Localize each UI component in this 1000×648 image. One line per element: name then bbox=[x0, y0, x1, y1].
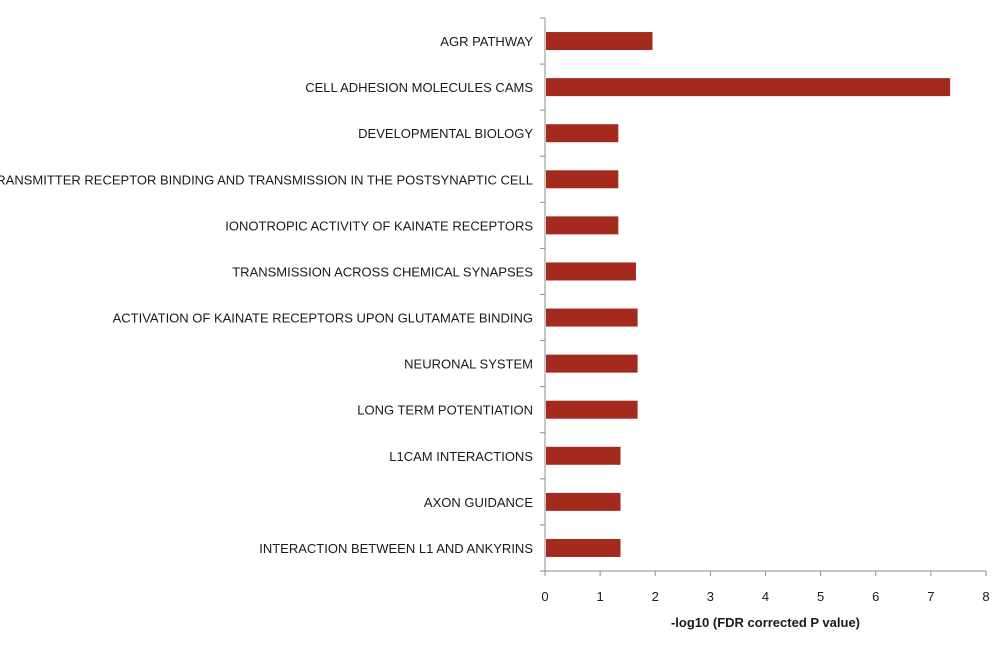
category-label: AGR PATHWAY bbox=[440, 34, 533, 49]
category-label: AXON GUIDANCE bbox=[424, 495, 533, 510]
category-label: NEUROTRANSMITTER RECEPTOR BINDING AND TR… bbox=[0, 172, 533, 187]
bar bbox=[546, 124, 619, 143]
axes bbox=[544, 18, 986, 572]
x-tick-label: 0 bbox=[541, 589, 548, 604]
x-tick-label: 2 bbox=[652, 589, 659, 604]
x-tick-label: 5 bbox=[817, 589, 824, 604]
category-label: DEVELOPMENTAL BIOLOGY bbox=[358, 126, 533, 141]
bars-group bbox=[546, 32, 951, 557]
bar bbox=[546, 216, 619, 235]
x-tick-label: 1 bbox=[597, 589, 604, 604]
x-tick-label: 3 bbox=[707, 589, 714, 604]
category-label: ACTIVATION OF KAINATE RECEPTORS UPON GLU… bbox=[113, 311, 533, 326]
bar bbox=[546, 446, 621, 465]
bar bbox=[546, 170, 619, 189]
category-label: CELL ADHESION MOLECULES CAMS bbox=[305, 80, 533, 95]
x-tick-label: 4 bbox=[762, 589, 769, 604]
x-tick-label: 8 bbox=[982, 589, 989, 604]
bar bbox=[546, 78, 951, 97]
category-label: IONOTROPIC ACTIVITY OF KAINATE RECEPTORS bbox=[225, 218, 533, 233]
bar bbox=[546, 492, 621, 511]
category-label: LONG TERM POTENTIATION bbox=[357, 403, 533, 418]
category-label: INTERACTION BETWEEN L1 AND ANKYRINS bbox=[259, 541, 533, 556]
x-tick-label: 7 bbox=[927, 589, 934, 604]
bar bbox=[546, 354, 638, 373]
category-label: NEURONAL SYSTEM bbox=[404, 357, 533, 372]
x-tick-label: 6 bbox=[872, 589, 879, 604]
bar bbox=[546, 308, 638, 327]
x-axis-title: -log10 (FDR corrected P value) bbox=[671, 615, 860, 630]
x-axis-ticks: 0 1 2 3 4 5 6 7 8 bbox=[541, 571, 990, 604]
y-axis-ticks bbox=[540, 17, 545, 572]
bar bbox=[546, 262, 636, 281]
category-labels: AGR PATHWAY CELL ADHESION MOLECULES CAMS D… bbox=[0, 34, 533, 556]
category-label: L1CAM INTERACTIONS bbox=[389, 449, 533, 464]
bar bbox=[546, 32, 653, 51]
category-label: TRANSMISSION ACROSS CHEMICAL SYNAPSES bbox=[232, 264, 533, 279]
bar bbox=[546, 538, 621, 557]
bar bbox=[546, 400, 638, 419]
